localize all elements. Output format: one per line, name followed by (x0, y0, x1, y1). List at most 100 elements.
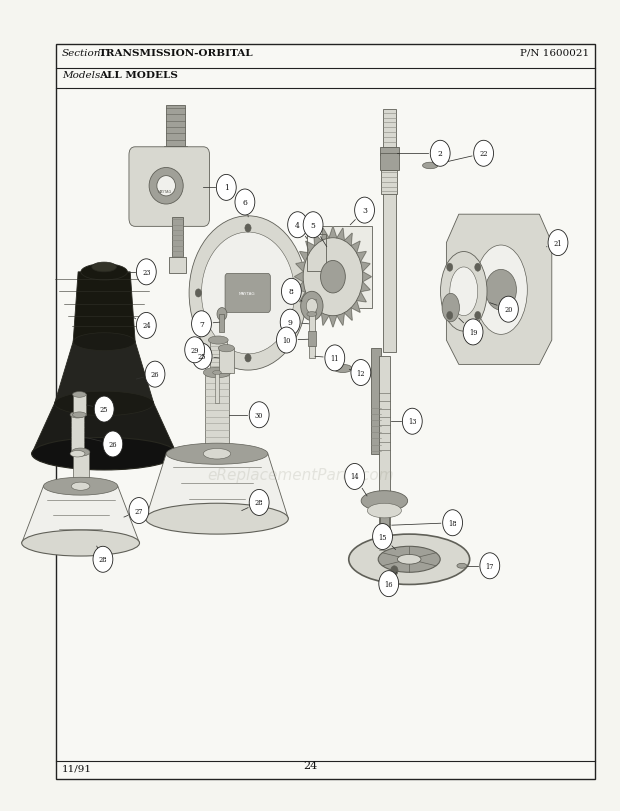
Ellipse shape (423, 163, 438, 169)
Text: 14: 14 (350, 473, 359, 481)
Bar (71, 415, 84, 454)
Ellipse shape (70, 451, 85, 457)
Polygon shape (363, 272, 371, 282)
Ellipse shape (367, 504, 402, 518)
Circle shape (216, 175, 236, 201)
Ellipse shape (208, 369, 228, 377)
Text: 29: 29 (190, 346, 199, 354)
Polygon shape (296, 282, 306, 292)
Circle shape (294, 290, 301, 298)
Circle shape (443, 510, 463, 536)
Circle shape (430, 141, 450, 167)
Ellipse shape (397, 555, 421, 564)
Polygon shape (314, 234, 322, 247)
Ellipse shape (440, 252, 487, 332)
Text: TRANSMISSION-ORBITAL: TRANSMISSION-ORBITAL (99, 49, 254, 58)
Text: ALL MODELS: ALL MODELS (99, 71, 178, 80)
Bar (308, 300, 316, 313)
Text: 7: 7 (199, 320, 204, 328)
Text: 28: 28 (99, 556, 107, 564)
Polygon shape (322, 229, 329, 242)
Circle shape (93, 547, 113, 573)
Text: 3: 3 (362, 207, 367, 215)
Text: 25: 25 (100, 406, 108, 414)
Text: 12: 12 (356, 369, 365, 377)
Circle shape (391, 566, 398, 576)
Bar (219, 349, 234, 373)
Polygon shape (446, 215, 552, 365)
Text: Section:: Section: (62, 49, 105, 58)
Polygon shape (344, 234, 352, 247)
Bar (73, 395, 86, 415)
Bar (164, 147, 187, 158)
Polygon shape (356, 252, 366, 263)
Polygon shape (329, 316, 337, 328)
Ellipse shape (378, 547, 440, 573)
Text: 11/91: 11/91 (62, 764, 92, 773)
Bar (73, 453, 89, 487)
Text: 8: 8 (289, 288, 294, 296)
Ellipse shape (349, 534, 470, 585)
Ellipse shape (146, 504, 288, 534)
Text: 1: 1 (224, 184, 229, 192)
Circle shape (475, 264, 481, 272)
Circle shape (245, 354, 251, 363)
Bar (309, 315, 315, 333)
Circle shape (446, 264, 453, 272)
Polygon shape (344, 308, 352, 321)
Bar (210, 341, 227, 373)
Ellipse shape (203, 448, 231, 459)
Text: 18: 18 (448, 519, 457, 527)
Circle shape (480, 553, 500, 579)
Text: 20: 20 (504, 306, 513, 314)
Bar (380, 507, 389, 531)
Polygon shape (55, 342, 154, 404)
Ellipse shape (71, 448, 90, 457)
Ellipse shape (307, 312, 317, 317)
Polygon shape (296, 263, 306, 272)
Circle shape (202, 233, 294, 354)
Ellipse shape (71, 483, 90, 491)
Polygon shape (73, 272, 135, 342)
Bar (56, 45, 595, 779)
Text: 24: 24 (142, 322, 151, 330)
Circle shape (446, 312, 453, 320)
Polygon shape (306, 301, 315, 313)
Bar (309, 346, 315, 358)
Bar (379, 529, 390, 537)
Circle shape (498, 297, 518, 323)
Ellipse shape (361, 491, 408, 512)
Circle shape (94, 397, 114, 423)
Circle shape (321, 261, 345, 294)
Circle shape (136, 260, 156, 285)
Circle shape (136, 313, 156, 339)
Polygon shape (351, 242, 360, 254)
Bar (166, 105, 185, 150)
Text: 5: 5 (311, 221, 316, 230)
Polygon shape (351, 301, 360, 313)
Text: 6: 6 (242, 199, 247, 207)
Text: 15: 15 (378, 533, 387, 541)
Polygon shape (356, 292, 366, 303)
Ellipse shape (442, 294, 459, 323)
Circle shape (189, 217, 307, 371)
Ellipse shape (450, 268, 478, 316)
Circle shape (351, 360, 371, 386)
Text: 2: 2 (438, 150, 443, 158)
Ellipse shape (43, 478, 118, 496)
Ellipse shape (92, 263, 117, 272)
Ellipse shape (457, 564, 467, 569)
Text: 17: 17 (485, 562, 494, 570)
Text: 21: 21 (554, 239, 562, 247)
Circle shape (463, 320, 483, 345)
Text: 22: 22 (479, 150, 488, 158)
Circle shape (355, 198, 374, 224)
Text: 23: 23 (142, 268, 151, 277)
Circle shape (485, 270, 516, 311)
Ellipse shape (208, 337, 228, 345)
Polygon shape (32, 404, 177, 454)
Polygon shape (299, 252, 309, 263)
Ellipse shape (334, 365, 352, 373)
Circle shape (192, 344, 212, 370)
Ellipse shape (73, 333, 135, 351)
